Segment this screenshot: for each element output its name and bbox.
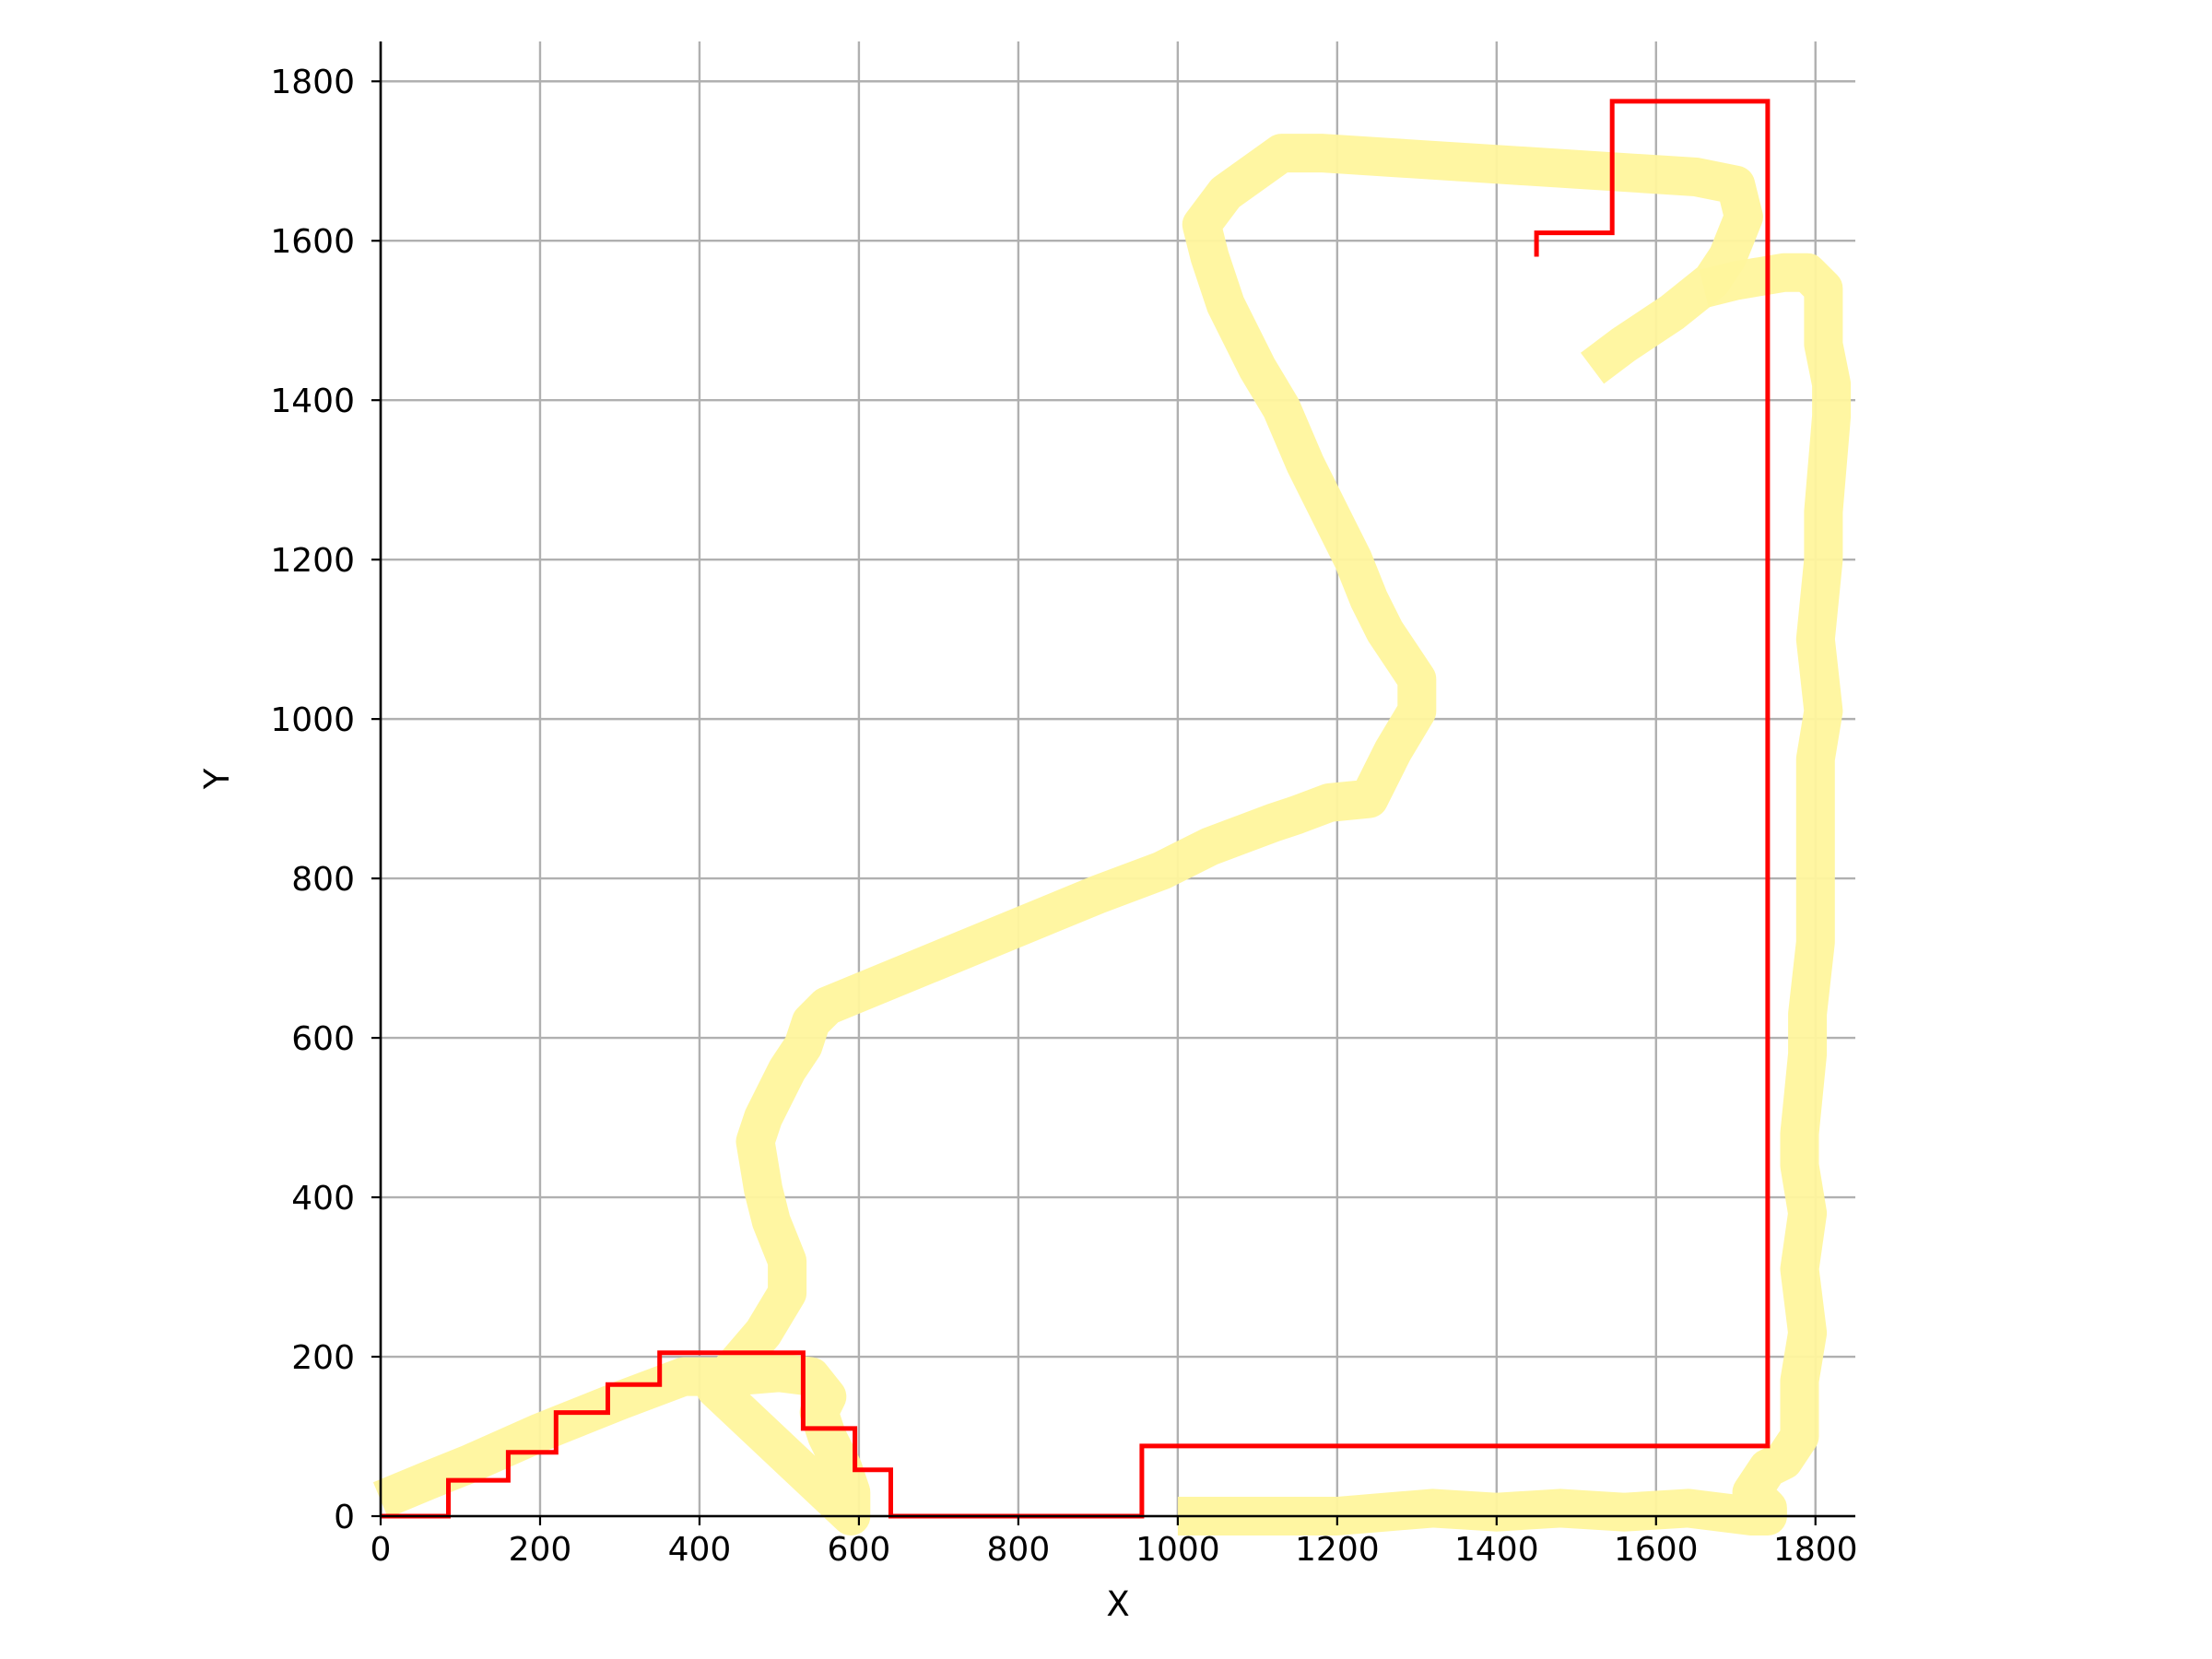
- x-tick-label-2: 400: [668, 1531, 732, 1569]
- tick-labels: 0 200 400 600 800 1000 1200 1400 1600 1800 0 200 400…: [270, 64, 1857, 1569]
- x-tick-label-5: 1000: [1135, 1531, 1220, 1569]
- y-tick-label-0: 0: [334, 1499, 355, 1536]
- y-tick-label-9: 1800: [270, 64, 355, 101]
- axes: [371, 41, 1855, 1525]
- y-axis-label: Y: [197, 768, 237, 790]
- x-axis-label: X: [1106, 1584, 1129, 1624]
- y-tick-label-1: 200: [291, 1339, 355, 1377]
- x-tick-label-7: 1400: [1454, 1531, 1539, 1569]
- series-line-0: [372, 134, 1763, 1535]
- y-tick-label-8: 1600: [270, 223, 355, 261]
- x-tick-label-0: 0: [371, 1531, 392, 1569]
- series-line-1: [1177, 253, 1852, 1535]
- y-tick-label-5: 1000: [270, 701, 355, 739]
- y-tick-label-2: 400: [291, 1180, 355, 1218]
- x-tick-label-1: 200: [509, 1531, 572, 1569]
- x-tick-label-6: 1200: [1295, 1531, 1380, 1569]
- y-tick-label-3: 600: [291, 1020, 355, 1058]
- series-line-2: [381, 99, 1771, 1519]
- x-tick-label-9: 1800: [1773, 1531, 1858, 1569]
- x-tick-label-8: 1600: [1614, 1531, 1699, 1569]
- x-tick-label-3: 600: [828, 1531, 891, 1569]
- grid: [379, 41, 1855, 1518]
- y-tick-label-6: 1200: [270, 542, 355, 580]
- y-tick-label-4: 800: [291, 861, 355, 899]
- y-tick-label-7: 1400: [270, 382, 355, 420]
- plot-area: [372, 99, 1852, 1535]
- x-tick-label-4: 800: [987, 1531, 1051, 1569]
